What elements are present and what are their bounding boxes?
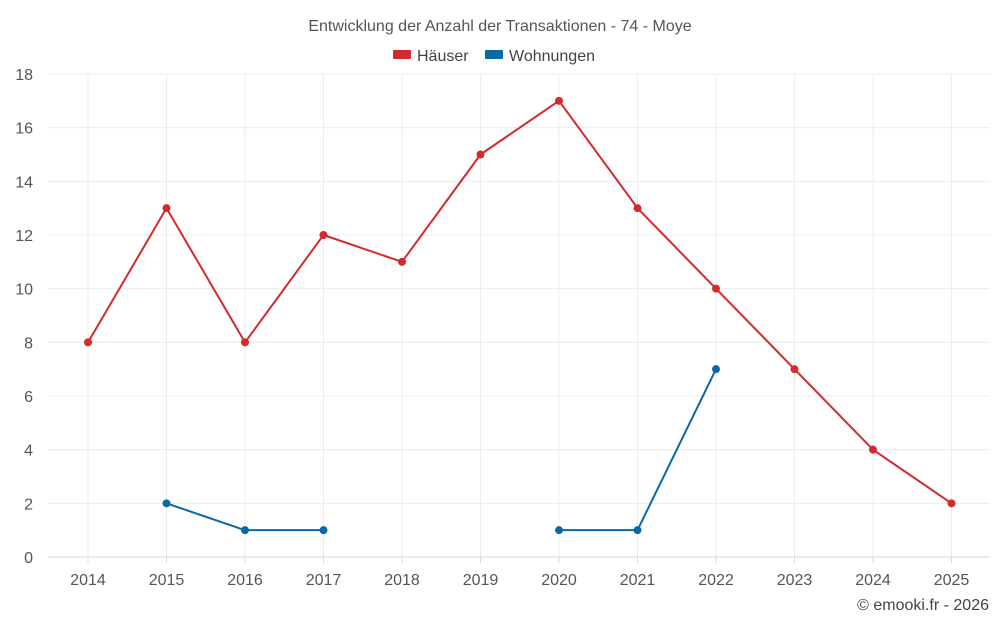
legend: Häuser Wohnungen: [393, 48, 595, 65]
x-tick-label: 2024: [855, 572, 891, 589]
data-point[interactable]: [555, 96, 563, 105]
legend-swatch-haeuser: [393, 50, 411, 59]
y-tick-label: 16: [15, 121, 33, 138]
x-tick-label: 2014: [70, 572, 106, 589]
x-tick-label: 2025: [934, 572, 970, 589]
data-point[interactable]: [476, 150, 485, 159]
data-point[interactable]: [869, 445, 877, 454]
x-tick-label: 2022: [698, 572, 734, 589]
data-point[interactable]: [84, 338, 92, 347]
y-tick-label: 6: [24, 389, 33, 406]
y-tick-label: 4: [24, 443, 33, 460]
y-tick-label: 8: [24, 335, 33, 352]
series-haeuser: [84, 96, 956, 508]
chart-title: Entwicklung der Anzahl der Transaktionen…: [308, 18, 691, 35]
x-tick-label: 2015: [149, 572, 185, 589]
series: [84, 96, 956, 535]
y-tick-label: 10: [15, 282, 33, 299]
series-line-segment: [87, 99, 953, 505]
y-tick-label: 18: [15, 67, 33, 84]
legend-swatch-wohnungen: [485, 50, 503, 59]
y-tick-label: 2: [24, 496, 33, 513]
data-point[interactable]: [319, 231, 328, 239]
data-point[interactable]: [241, 526, 249, 535]
x-tick-label: 2017: [306, 572, 342, 589]
x-tick-label: 2020: [541, 572, 577, 589]
data-point[interactable]: [162, 204, 171, 213]
data-point[interactable]: [162, 499, 171, 508]
x-tick-label: 2019: [463, 572, 499, 589]
data-point[interactable]: [712, 284, 720, 293]
y-tick-label: 0: [24, 550, 33, 567]
data-point[interactable]: [555, 526, 563, 535]
data-point[interactable]: [241, 338, 249, 347]
y-tick-label: 12: [15, 228, 33, 245]
data-point[interactable]: [633, 204, 642, 213]
data-point[interactable]: [398, 257, 406, 266]
data-point[interactable]: [712, 365, 720, 374]
series-wohnungen: [162, 365, 720, 535]
axes: 0 2 4 6 8 10 12 14 16 18 2014 2015 2016 2017 2018 2019 2…: [15, 67, 990, 589]
data-point[interactable]: [947, 499, 956, 508]
grid: [48, 73, 990, 557]
x-tick-label: 2021: [620, 572, 656, 589]
data-point[interactable]: [633, 526, 642, 535]
credit-text: © emooki.fr - 2026: [857, 597, 989, 614]
data-point[interactable]: [319, 526, 328, 535]
x-tick-label: 2016: [227, 572, 263, 589]
y-tick-label: 14: [15, 174, 33, 191]
legend-label-haeuser[interactable]: Häuser: [417, 48, 469, 65]
x-tick-label: 2018: [384, 572, 420, 589]
x-tick-label: 2023: [777, 572, 813, 589]
legend-label-wohnungen[interactable]: Wohnungen: [509, 48, 595, 65]
data-point[interactable]: [790, 365, 799, 374]
